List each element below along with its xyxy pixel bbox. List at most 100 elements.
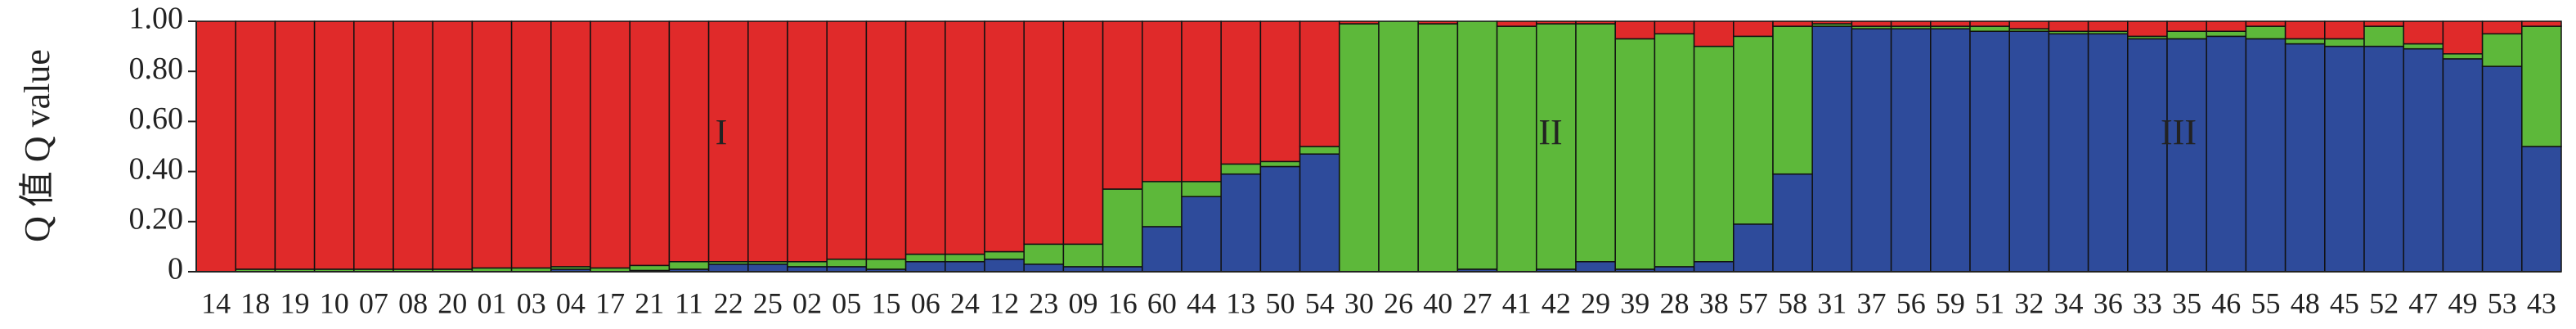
x-tick-label: 29 bbox=[1581, 286, 1610, 319]
bar-segment bbox=[353, 20, 394, 270]
x-tick-label: 01 bbox=[478, 286, 507, 319]
x-tick-label: 54 bbox=[1305, 286, 1335, 319]
x-tick-label: 06 bbox=[911, 286, 940, 319]
x-tick-label: 09 bbox=[1069, 286, 1098, 319]
y-tick-label: 0.40 bbox=[129, 151, 184, 186]
bar-segment bbox=[1220, 173, 1262, 273]
bar-segment bbox=[235, 20, 276, 270]
bar-segment bbox=[2127, 20, 2168, 38]
x-tick-label: 38 bbox=[1699, 286, 1729, 319]
bar-segment bbox=[1733, 223, 1774, 273]
bar-segment bbox=[984, 258, 1025, 273]
bar-segment bbox=[945, 261, 985, 273]
bar-segment bbox=[2324, 20, 2365, 40]
bar-segment bbox=[1062, 20, 1104, 246]
bar-segment bbox=[1142, 181, 1183, 228]
cluster-label: III bbox=[2161, 112, 2197, 152]
bar-segment bbox=[826, 20, 868, 260]
x-tick-label: 25 bbox=[753, 286, 783, 319]
bar-segment bbox=[2521, 146, 2562, 273]
bar-segment bbox=[510, 20, 552, 269]
bar-segment bbox=[1693, 20, 1735, 47]
bar-segment bbox=[668, 20, 710, 263]
bar-segment bbox=[1339, 23, 1380, 273]
bar-segment bbox=[945, 20, 985, 255]
x-tick-label: 27 bbox=[1463, 286, 1492, 319]
x-tick-label: 07 bbox=[359, 286, 388, 319]
bar-segment bbox=[590, 20, 631, 269]
bar-segment bbox=[2363, 45, 2404, 273]
bar-segment bbox=[2363, 25, 2404, 47]
bar-segment bbox=[1102, 188, 1143, 268]
bar-segment bbox=[2442, 53, 2484, 60]
bar-segment bbox=[2048, 33, 2089, 273]
bar-segment bbox=[2206, 20, 2247, 32]
x-tick-label: 33 bbox=[2133, 286, 2162, 319]
bar-segment bbox=[1969, 25, 2010, 32]
y-tick-label: 0 bbox=[168, 252, 183, 286]
bar-segment bbox=[2166, 38, 2207, 273]
bar-segment bbox=[1299, 146, 1340, 155]
bar-segment bbox=[2521, 20, 2562, 27]
bar-segment bbox=[2403, 20, 2444, 45]
cluster-label: II bbox=[1538, 112, 1562, 152]
x-tick-label: 53 bbox=[2488, 286, 2517, 319]
bar-segment bbox=[2048, 20, 2089, 32]
bar-segment bbox=[1811, 25, 1853, 273]
bar-segment bbox=[1930, 28, 1971, 273]
bar-segment bbox=[1733, 20, 1774, 38]
y-tick-label: 0.20 bbox=[129, 202, 184, 237]
bar-segment bbox=[1417, 20, 1459, 25]
bar-segment bbox=[2206, 35, 2247, 273]
x-tick-label: 44 bbox=[1187, 286, 1216, 319]
y-tick-label: 0.60 bbox=[129, 101, 184, 136]
bar-segment bbox=[668, 261, 710, 270]
x-tick-label: 15 bbox=[872, 286, 901, 319]
bar-segment bbox=[1259, 160, 1301, 168]
bar-segment bbox=[904, 261, 946, 273]
bar-segment bbox=[1733, 35, 1774, 225]
x-tick-label: 51 bbox=[1975, 286, 2004, 319]
bar-segment bbox=[1811, 20, 1853, 25]
x-tick-label: 13 bbox=[1226, 286, 1255, 319]
x-tick-label: 18 bbox=[240, 286, 270, 319]
bar-segment bbox=[1693, 45, 1735, 263]
bar-segment bbox=[747, 264, 788, 273]
bar-segment bbox=[1654, 20, 1695, 35]
bar-segment bbox=[984, 20, 1025, 253]
bar-segment bbox=[1299, 153, 1340, 273]
x-tick-label: 57 bbox=[1739, 286, 1768, 319]
bar-segment bbox=[984, 250, 1025, 260]
x-tick-label: 40 bbox=[1423, 286, 1452, 319]
cluster-label: I bbox=[716, 112, 728, 152]
bar-segment bbox=[2284, 38, 2326, 45]
bar-segment bbox=[787, 20, 828, 263]
x-tick-label: 17 bbox=[595, 286, 625, 319]
bar-segment bbox=[1930, 20, 1971, 27]
bar-segment bbox=[2087, 20, 2129, 32]
bar-segment bbox=[1969, 20, 2010, 27]
bar-segment bbox=[2481, 65, 2523, 273]
x-tick-label: 60 bbox=[1147, 286, 1177, 319]
bar-segment bbox=[2324, 45, 2365, 273]
bar-segment bbox=[2008, 20, 2050, 29]
bar-segment bbox=[2481, 33, 2523, 67]
x-tick-label: 52 bbox=[2369, 286, 2399, 319]
bar-segment bbox=[1890, 20, 1932, 27]
x-tick-label: 50 bbox=[1266, 286, 1295, 319]
bar-segment bbox=[1614, 20, 1656, 40]
bar-segment bbox=[1654, 33, 1695, 268]
x-tick-label: 12 bbox=[990, 286, 1019, 319]
bar-segment bbox=[1378, 20, 1419, 273]
x-tick-label: 16 bbox=[1108, 286, 1138, 319]
x-tick-label: 20 bbox=[438, 286, 467, 319]
bar-segment bbox=[1772, 20, 1813, 27]
x-tick-label: 45 bbox=[2330, 286, 2359, 319]
bar-segment bbox=[1851, 28, 1892, 273]
bar-segment bbox=[1102, 20, 1143, 190]
bar-segment bbox=[2481, 20, 2523, 35]
x-tick-label: 08 bbox=[398, 286, 428, 319]
y-tick-label: 1.00 bbox=[129, 2, 184, 36]
bar-segment bbox=[1890, 28, 1932, 273]
